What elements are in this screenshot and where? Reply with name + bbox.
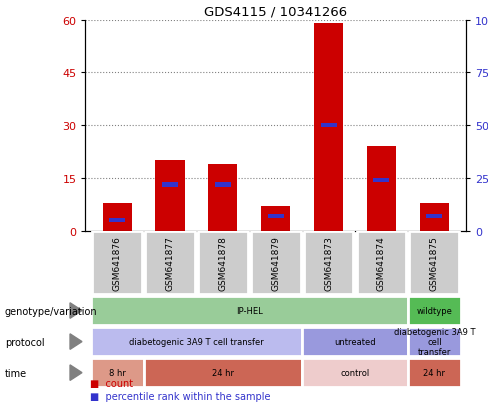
- Text: ■  count: ■ count: [90, 378, 133, 388]
- Polygon shape: [70, 334, 82, 349]
- Text: GSM641874: GSM641874: [377, 236, 386, 291]
- Bar: [367, 147, 396, 231]
- FancyBboxPatch shape: [408, 296, 461, 325]
- Text: control: control: [341, 368, 369, 377]
- Text: ■  percentile rank within the sample: ■ percentile rank within the sample: [90, 391, 271, 401]
- Text: GSM641879: GSM641879: [271, 236, 280, 291]
- FancyBboxPatch shape: [251, 232, 301, 294]
- Bar: [321, 124, 337, 128]
- FancyBboxPatch shape: [91, 358, 143, 387]
- Text: genotype/variation: genotype/variation: [5, 306, 98, 316]
- FancyBboxPatch shape: [91, 296, 408, 325]
- FancyBboxPatch shape: [143, 358, 302, 387]
- Title: GDS4115 / 10341266: GDS4115 / 10341266: [204, 5, 347, 18]
- FancyBboxPatch shape: [304, 232, 353, 294]
- FancyBboxPatch shape: [92, 232, 142, 294]
- Text: untreated: untreated: [334, 337, 376, 346]
- Text: GSM641877: GSM641877: [165, 236, 175, 291]
- Text: 8 hr: 8 hr: [109, 368, 125, 377]
- FancyBboxPatch shape: [408, 358, 461, 387]
- Bar: [420, 203, 449, 231]
- Text: 24 hr: 24 hr: [212, 368, 234, 377]
- FancyBboxPatch shape: [91, 327, 302, 356]
- Text: wildtype: wildtype: [416, 306, 452, 315]
- Text: 24 hr: 24 hr: [423, 368, 446, 377]
- Bar: [261, 206, 290, 231]
- Bar: [162, 183, 178, 187]
- FancyBboxPatch shape: [145, 232, 195, 294]
- FancyBboxPatch shape: [302, 327, 408, 356]
- FancyBboxPatch shape: [198, 232, 248, 294]
- Bar: [109, 218, 125, 223]
- FancyBboxPatch shape: [409, 232, 459, 294]
- Bar: [156, 161, 184, 231]
- Text: time: time: [5, 368, 27, 378]
- Text: GSM641878: GSM641878: [218, 236, 227, 291]
- Text: diabetogenic 3A9 T cell transfer: diabetogenic 3A9 T cell transfer: [129, 337, 264, 346]
- Bar: [427, 214, 442, 218]
- FancyBboxPatch shape: [408, 327, 461, 356]
- Text: GSM641876: GSM641876: [113, 236, 122, 291]
- Text: diabetogenic 3A9 T
cell
transfer: diabetogenic 3A9 T cell transfer: [393, 328, 475, 356]
- Bar: [208, 165, 237, 231]
- Text: GSM641873: GSM641873: [324, 236, 333, 291]
- FancyBboxPatch shape: [357, 232, 407, 294]
- Text: protocol: protocol: [5, 337, 44, 347]
- Bar: [268, 214, 284, 218]
- Polygon shape: [70, 365, 82, 380]
- Bar: [314, 24, 343, 231]
- Bar: [215, 183, 231, 187]
- FancyBboxPatch shape: [302, 358, 408, 387]
- Text: IP-HEL: IP-HEL: [236, 306, 263, 315]
- Text: GSM641875: GSM641875: [430, 236, 439, 291]
- Polygon shape: [70, 303, 82, 318]
- Bar: [373, 178, 389, 183]
- Bar: [102, 203, 132, 231]
